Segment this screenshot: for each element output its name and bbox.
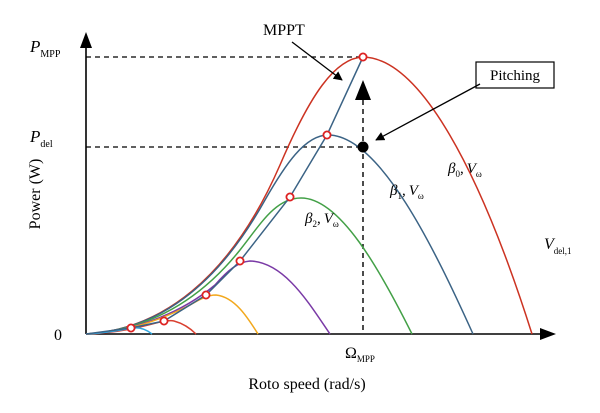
origin-label: 0 (54, 327, 62, 344)
p-mpp-label: PMPP (29, 37, 61, 60)
curve-beta1 (85, 134, 474, 335)
mpp-marker (235, 256, 245, 266)
x-axis-arrowhead (540, 328, 556, 340)
mppt-pointer (291, 41, 343, 81)
curve-beta0 (85, 56, 533, 335)
curve-beta2 (85, 197, 413, 335)
mpp-marker (159, 316, 169, 326)
curve-label-beta2: β2, Vω (304, 211, 339, 229)
curve-beta4 (85, 294, 259, 335)
mppt-label: MPPT (263, 22, 305, 39)
mpp-marker (285, 192, 295, 202)
pitching-pointer (375, 83, 481, 141)
pitching-box (475, 61, 555, 89)
v-del-label: Vdel,1 (544, 236, 572, 256)
mpp-markers (126, 52, 368, 333)
mppt-trajectory (85, 56, 364, 335)
omega-mpp-label: ΩMPP (345, 345, 375, 364)
pitching-label: Pitching (490, 68, 541, 84)
y-axis-arrowhead (80, 32, 92, 48)
pitching-point (357, 141, 369, 153)
x-axis-label: Roto speed (rad/s) (248, 376, 365, 393)
mpp-marker (201, 290, 211, 300)
mpp-marker (126, 323, 136, 333)
y-axis-label: Power (W) (27, 159, 44, 230)
mpp-marker (322, 130, 332, 140)
curve-label-beta1: β1, Vω (389, 183, 424, 201)
p-del-label: Pdel (29, 127, 53, 150)
pitching-up-arrow (355, 80, 371, 100)
mpp-marker (358, 52, 368, 62)
curve-label-beta0: β0, Vω (447, 161, 482, 179)
